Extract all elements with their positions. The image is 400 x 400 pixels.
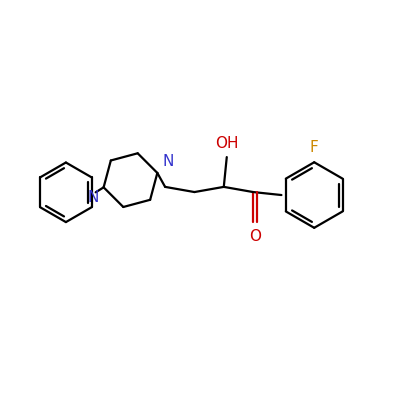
- Text: N: N: [87, 190, 99, 205]
- Text: N: N: [162, 154, 174, 169]
- Text: F: F: [310, 140, 318, 155]
- Text: OH: OH: [215, 136, 238, 151]
- Text: O: O: [249, 229, 261, 244]
